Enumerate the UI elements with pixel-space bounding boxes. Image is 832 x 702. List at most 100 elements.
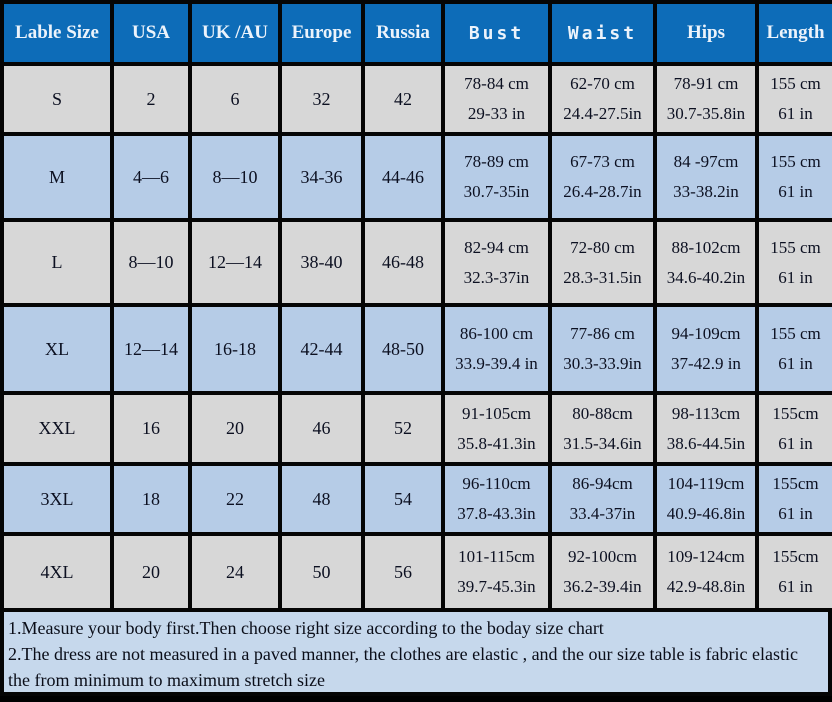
- hips-cell: 78-91 cm 30.7-35.8in: [653, 62, 759, 136]
- measurement-line: 29-33 in: [467, 104, 526, 123]
- measurement-line: 77-86 cm: [570, 324, 635, 343]
- column-header-waist: Waist: [548, 0, 657, 66]
- table-header-row: Lable Size USA UK /AU Europe Russia Bust…: [0, 0, 832, 66]
- measurement-line: 61 in: [778, 577, 813, 596]
- measurement-line: 31.5-34.6in: [563, 433, 642, 453]
- russia-cell: 56: [361, 532, 445, 612]
- measurement-line: 155 cm: [770, 74, 821, 93]
- uk-au-cell: 16-18: [188, 303, 282, 395]
- measurement-line: 24.4-27.5in: [563, 104, 642, 123]
- note-elastic-fabric: 2.The dress are not measured in a paved …: [8, 644, 798, 690]
- length-cell: 155cm 61 in: [755, 462, 832, 536]
- length-cell: 155cm 61 in: [755, 532, 832, 612]
- bust-cell: 82-94 cm 32.3-37in: [441, 218, 552, 307]
- length-cell: 155 cm 61 in: [755, 218, 832, 307]
- measurement-line: 61 in: [778, 104, 813, 123]
- russia-cell: 44-46: [361, 132, 445, 222]
- europe-cell: 42-44: [278, 303, 365, 395]
- russia-cell: 52: [361, 391, 445, 466]
- russia-cell: 54: [361, 462, 445, 536]
- measurement-line: 155cm: [772, 547, 819, 566]
- column-header-bust: Bust: [441, 0, 552, 66]
- measurement-line: 32.3-37in: [463, 267, 530, 287]
- measurement-line: 94-109cm: [671, 324, 741, 343]
- russia-cell: 48-50: [361, 303, 445, 395]
- russia-cell: 42: [361, 62, 445, 136]
- bust-cell: 78-84 cm 29-33 in: [441, 62, 552, 136]
- measurement-line: 61 in: [778, 182, 813, 201]
- measurement-line: 61 in: [778, 504, 813, 523]
- size-label-cell: 4XL: [0, 532, 114, 612]
- measurement-line: 42.9-48.8in: [666, 577, 746, 596]
- column-header-label-size: Lable Size: [0, 0, 114, 66]
- measurement-line: 80-88cm: [572, 403, 633, 423]
- usa-cell: 18: [110, 462, 192, 536]
- measurement-line: 92-100cm: [568, 547, 637, 566]
- measurement-line: 33.9-39.4 in: [455, 354, 538, 373]
- measurement-line: 86-100 cm: [459, 324, 534, 343]
- measurement-line: 36.2-39.4in: [563, 577, 642, 596]
- column-header-hips: Hips: [653, 0, 759, 66]
- table-row: L 8—10 12—14 38-40 46-48 82-94 cm 32.3-37in 72-…: [0, 218, 832, 307]
- waist-cell: 86-94cm 33.4-37in: [548, 462, 657, 536]
- waist-cell: 77-86 cm 30.3-33.9in: [548, 303, 657, 395]
- table-row: S 2 6 32 42 78-84 cm 29-33 in 62-70 cm 24.4-27.5…: [0, 62, 832, 136]
- size-label-cell: XXL: [0, 391, 114, 466]
- hips-cell: 88-102cm 34.6-40.2in: [653, 218, 759, 307]
- measurement-line: 84 -97cm: [673, 152, 739, 171]
- bust-cell: 91-105cm 35.8-41.3in: [441, 391, 552, 466]
- measurement-line: 26.4-28.7in: [563, 182, 642, 201]
- uk-au-cell: 24: [188, 532, 282, 612]
- measurement-line: 78-89 cm: [464, 152, 529, 171]
- length-cell: 155 cm 61 in: [755, 132, 832, 222]
- column-header-russia: Russia: [361, 0, 445, 66]
- measurement-line: 61 in: [778, 354, 813, 373]
- measurement-line: 155 cm: [770, 152, 821, 171]
- measurement-line: 61 in: [778, 267, 813, 287]
- size-label-cell: XL: [0, 303, 114, 395]
- table-row: 3XL 18 22 48 54 96-110cm 37.8-43.3in 86-94cm 33.…: [0, 462, 832, 536]
- size-label-cell: S: [0, 62, 114, 136]
- waist-cell: 62-70 cm 24.4-27.5in: [548, 62, 657, 136]
- hips-cell: 94-109cm 37-42.9 in: [653, 303, 759, 395]
- sizing-notes: 1.Measure your body first.Then choose ri…: [0, 612, 832, 696]
- measurement-line: 109-124cm: [667, 547, 745, 566]
- table-row: M 4—6 8—10 34-36 44-46 78-89 cm 30.7-35in 67-73…: [0, 132, 832, 222]
- measurement-line: 37.8-43.3in: [457, 504, 536, 523]
- hips-cell: 104-119cm 40.9-46.8in: [653, 462, 759, 536]
- measurement-line: 33-38.2in: [673, 182, 739, 201]
- uk-au-cell: 22: [188, 462, 282, 536]
- measurement-line: 155cm: [772, 474, 819, 493]
- measurement-line: 61 in: [778, 433, 813, 453]
- column-header-europe: Europe: [278, 0, 365, 66]
- europe-cell: 46: [278, 391, 365, 466]
- europe-cell: 34-36: [278, 132, 365, 222]
- bust-cell: 96-110cm 37.8-43.3in: [441, 462, 552, 536]
- waist-cell: 92-100cm 36.2-39.4in: [548, 532, 657, 612]
- uk-au-cell: 12—14: [188, 218, 282, 307]
- column-header-usa: USA: [110, 0, 192, 66]
- usa-cell: 4—6: [110, 132, 192, 222]
- size-label-cell: L: [0, 218, 114, 307]
- measurement-line: 30.7-35in: [463, 182, 530, 201]
- measurement-line: 33.4-37in: [569, 504, 636, 523]
- table-row: XL 12—14 16-18 42-44 48-50 86-100 cm 33.9-39.4…: [0, 303, 832, 395]
- europe-cell: 38-40: [278, 218, 365, 307]
- usa-cell: 2: [110, 62, 192, 136]
- measurement-line: 37-42.9 in: [671, 354, 741, 373]
- hips-cell: 84 -97cm 33-38.2in: [653, 132, 759, 222]
- uk-au-cell: 6: [188, 62, 282, 136]
- usa-cell: 20: [110, 532, 192, 612]
- column-header-uk-au: UK /AU: [188, 0, 282, 66]
- measurement-line: 155cm: [772, 403, 819, 423]
- measurement-line: 40.9-46.8in: [666, 504, 746, 523]
- europe-cell: 48: [278, 462, 365, 536]
- measurement-line: 78-84 cm: [464, 74, 529, 93]
- measurement-line: 30.7-35.8in: [666, 104, 746, 123]
- waist-cell: 80-88cm 31.5-34.6in: [548, 391, 657, 466]
- usa-cell: 16: [110, 391, 192, 466]
- measurement-line: 30.3-33.9in: [563, 354, 642, 373]
- table-row: 4XL 20 24 50 56 101-115cm 39.7-45.3in 92-100cm 3…: [0, 532, 832, 612]
- uk-au-cell: 8—10: [188, 132, 282, 222]
